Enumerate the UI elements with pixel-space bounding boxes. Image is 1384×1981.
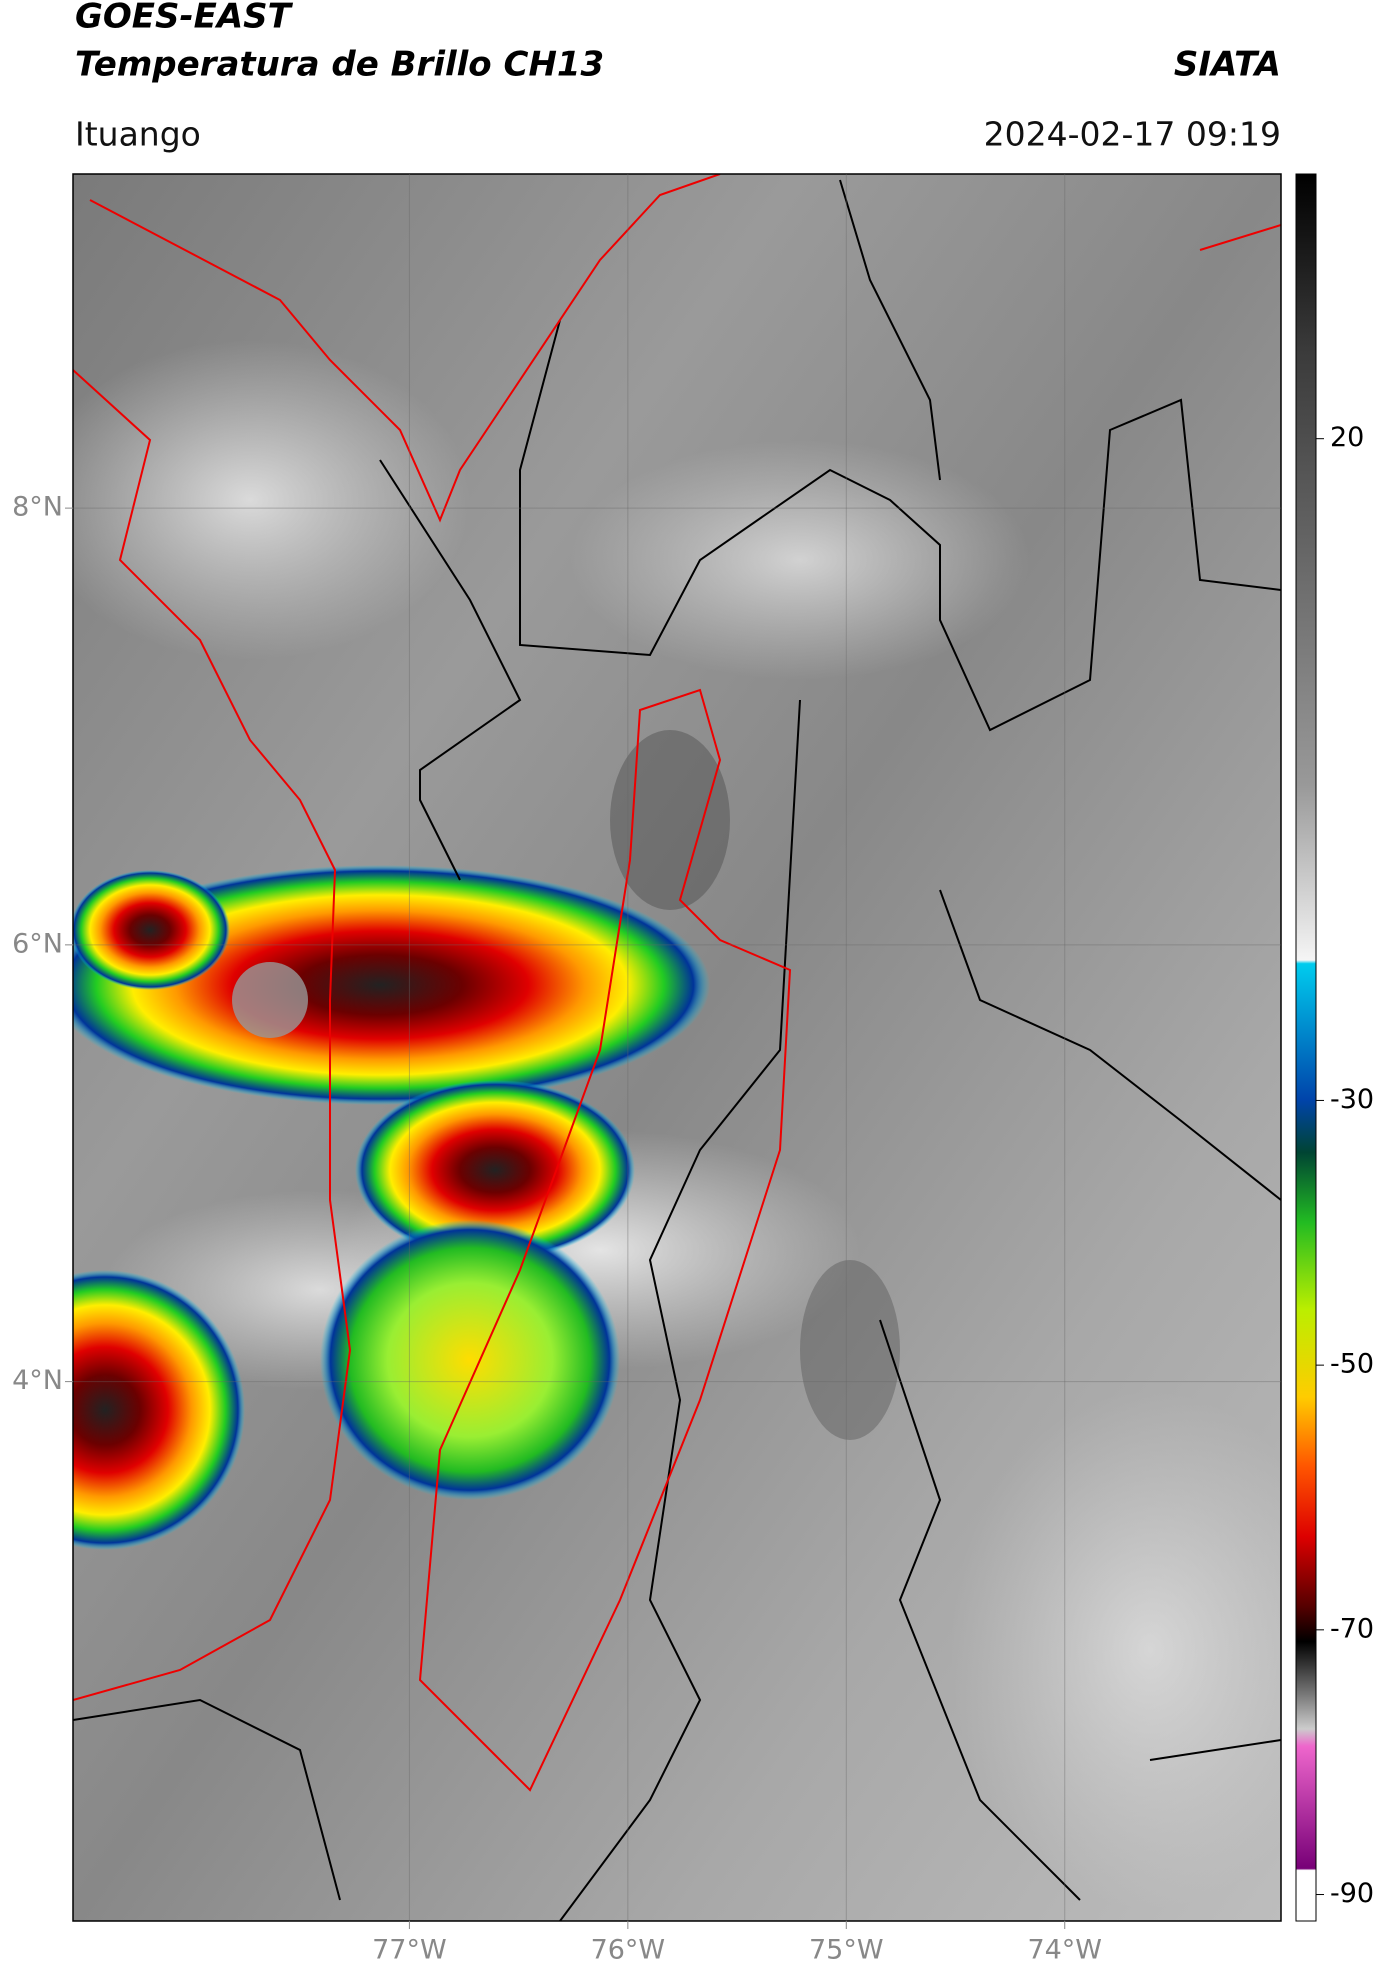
colorbar-tick-label: 20 [1330, 422, 1364, 453]
y-tick-label: 8°N [12, 492, 63, 523]
x-tick-label: 74°W [1027, 1935, 1102, 1966]
colorbar-tick-label: -30 [1330, 1084, 1374, 1115]
x-tick-label: 77°W [372, 1935, 447, 1966]
colorbar [1295, 173, 1317, 1922]
source: SIATA [1174, 45, 1281, 85]
location: Ituango [75, 115, 201, 154]
x-tick-label: 75°W [809, 1935, 884, 1966]
title: GOES-EAST [75, 0, 294, 37]
datetime: 2024-02-17 09:19 [984, 115, 1281, 154]
y-tick-label: 6°N [12, 928, 63, 959]
colorbar-tick-label: -50 [1330, 1349, 1374, 1380]
colorbar-tick-label: -70 [1330, 1613, 1374, 1644]
colorbar-tick-label: -90 [1330, 1878, 1374, 1909]
x-tick-label: 76°W [591, 1935, 666, 1966]
map-frame [72, 173, 1282, 1922]
subtitle: Temperatura de Brillo CH13 [75, 45, 604, 85]
y-tick-label: 4°N [12, 1365, 63, 1396]
satellite-image [73, 174, 1281, 1921]
